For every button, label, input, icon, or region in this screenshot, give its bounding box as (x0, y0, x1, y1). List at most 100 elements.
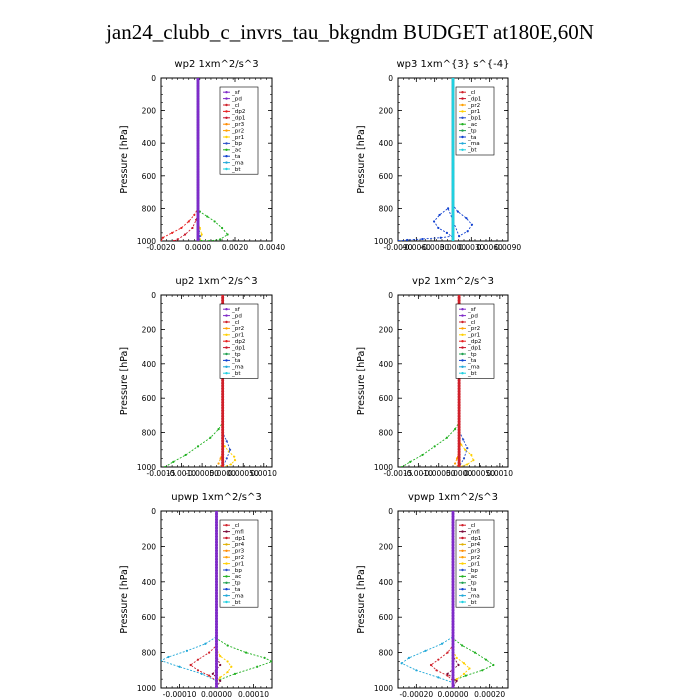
series-marker (472, 459, 475, 462)
y-tick-label: 200 (142, 542, 157, 551)
legend-marker (461, 333, 464, 336)
series-marker (196, 89, 200, 93)
series-marker (451, 619, 455, 623)
series-line_pr1 (216, 511, 232, 683)
series-marker (226, 233, 229, 236)
legend-label: _pr1 (467, 109, 481, 115)
series-marker (460, 443, 463, 446)
series-marker (451, 78, 455, 80)
legend-marker (461, 594, 464, 597)
series-marker (451, 597, 455, 601)
series-marker (221, 295, 225, 297)
series-marker (451, 139, 455, 143)
series-marker (457, 378, 461, 382)
series-marker (196, 162, 200, 166)
legend-marker (461, 543, 464, 546)
y-axis-label: Pressure [hPa] (356, 347, 367, 415)
series-marker (215, 568, 218, 572)
series-marker (451, 102, 455, 106)
series-marker (457, 453, 461, 457)
legend-label: _pr3 (467, 549, 481, 555)
series-marker (200, 239, 203, 241)
series-marker (180, 226, 183, 230)
x-tick-label: 0.0030 (458, 243, 484, 252)
series-marker (196, 78, 200, 80)
y-tick-label: 800 (379, 204, 394, 213)
series-marker (215, 662, 218, 666)
series-marker (215, 551, 218, 555)
legend-label: _bt (231, 167, 241, 173)
series-marker (445, 231, 448, 234)
legend-marker (225, 333, 228, 336)
series-marker (221, 411, 225, 415)
series-marker (233, 455, 236, 458)
series-marker (193, 213, 196, 217)
legend-label: _ac (231, 574, 241, 580)
x-tick-label: 0.00010 (238, 690, 269, 699)
series-marker (221, 425, 225, 429)
series-marker (215, 537, 218, 541)
series-marker (451, 113, 455, 117)
y-axis-label: Pressure [hPa] (119, 347, 130, 415)
series-marker (451, 165, 455, 169)
series-marker (457, 431, 461, 435)
series-marker (215, 645, 218, 649)
series-marker (451, 673, 455, 677)
series-marker (437, 658, 440, 661)
series-marker (470, 223, 474, 226)
series-marker (221, 428, 225, 432)
legend: _cl_mfl_dp1_pr4_pr3_pr2_pr1_bp_ac_tp_ta_… (219, 519, 259, 608)
series-marker (457, 381, 461, 385)
series-marker (451, 219, 455, 223)
series-marker (196, 94, 200, 98)
series-marker (221, 417, 225, 421)
series-marker (415, 669, 418, 672)
series-marker (221, 400, 225, 404)
series-marker (215, 529, 218, 533)
y-tick-label: 400 (379, 360, 394, 369)
legend-marker (461, 327, 464, 330)
series-marker (215, 597, 218, 601)
legend-label: _pr2 (231, 128, 244, 134)
series-marker (196, 139, 200, 143)
series-marker (196, 128, 200, 132)
series-marker (215, 676, 218, 680)
legend-marker (225, 346, 228, 349)
y-tick-label: 800 (142, 649, 157, 658)
series-marker (221, 398, 225, 402)
series-marker (451, 648, 455, 652)
legend-label: _ma (467, 365, 480, 371)
series-marker (451, 157, 455, 161)
series-marker (215, 685, 218, 688)
series-marker (196, 669, 200, 672)
series-marker (172, 239, 176, 241)
legend-marker (461, 320, 464, 324)
series-marker (451, 583, 455, 587)
series-marker (462, 662, 466, 665)
legend-label: _pr2 (467, 103, 480, 109)
series-marker (406, 238, 409, 241)
series-marker (451, 146, 455, 150)
legend-marker (461, 123, 464, 126)
series-marker (215, 546, 218, 550)
series-marker (196, 97, 200, 101)
y-tick-label: 600 (379, 613, 394, 622)
series-marker (451, 149, 455, 153)
series-marker (215, 670, 218, 674)
series-marker (451, 105, 455, 109)
series-marker (196, 170, 200, 174)
legend-label: _ta (231, 154, 240, 160)
series-marker (230, 665, 233, 668)
x-tick-label: -0.0060 (402, 243, 431, 252)
series-marker (451, 167, 455, 171)
series-marker (457, 439, 461, 443)
series-marker (457, 461, 461, 465)
series-marker (215, 526, 218, 530)
legend-marker (225, 549, 228, 552)
series-marker (196, 217, 200, 221)
series-group (161, 511, 272, 688)
legend-marker (225, 308, 228, 311)
series-marker (196, 113, 200, 117)
series-marker (435, 669, 438, 672)
y-tick-label: 400 (379, 578, 394, 587)
